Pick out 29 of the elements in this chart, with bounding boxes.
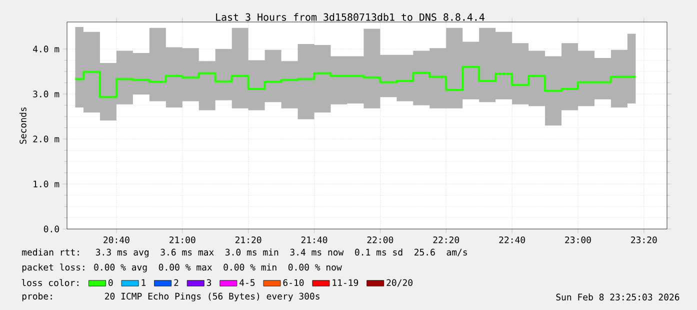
legend-label: 1 — [142, 279, 146, 286]
y-tick-label: 1.0 m — [34, 180, 60, 188]
x-tick-label: 22:20 — [433, 236, 460, 244]
x-tick-label: 21:00 — [170, 236, 196, 244]
legend-label: 4-5 — [240, 279, 255, 286]
x-tick-label: 21:20 — [235, 236, 262, 244]
text: probe: 20 ICMP Echo Pings (56 Bytes) every 300s — [22, 292, 320, 302]
text: Sun Feb 8 23:25:03 2026 — [556, 294, 680, 300]
x-tick-label: 20:40 — [104, 236, 130, 244]
y-axis-title: Seconds — [19, 107, 26, 144]
legend-label: 11-19 — [332, 279, 358, 286]
chart-title: Last 3 Hours from 3d1580713db1 to DNS 8.8.4.4 — [216, 13, 484, 21]
legend-label: 6-10 — [283, 279, 304, 286]
y-tick-label: 0.0 — [44, 226, 59, 232]
x-tick-label: 23:00 — [565, 236, 591, 244]
legend-label: 3 — [206, 279, 212, 286]
legend-title: loss color: — [22, 279, 78, 286]
legend-label: 2 — [174, 279, 178, 286]
y-tick-label: 2.0 m — [33, 136, 60, 142]
legend-label: 20/20 — [386, 279, 412, 287]
y-tick-label: 4.0 m — [33, 46, 60, 52]
y-tick-label: 3.0 m — [33, 90, 60, 98]
x-tick-label: 23:20 — [631, 236, 657, 244]
legend-label: 0 — [108, 279, 113, 286]
text: median rtt: 3.3 ms avg 3.6 ms max 3.0 ms min 3.4 ms now 0.1 ms sd 25.6 am/s — [22, 248, 467, 258]
x-tick-label: 22:00 — [367, 236, 394, 244]
x-tick-label: 21:40 — [301, 236, 328, 244]
x-tick-label: 22:40 — [499, 236, 525, 244]
text: packet loss: 0.00 % avg 0.00 % max 0.00 % min 0.00 % now — [22, 264, 342, 272]
